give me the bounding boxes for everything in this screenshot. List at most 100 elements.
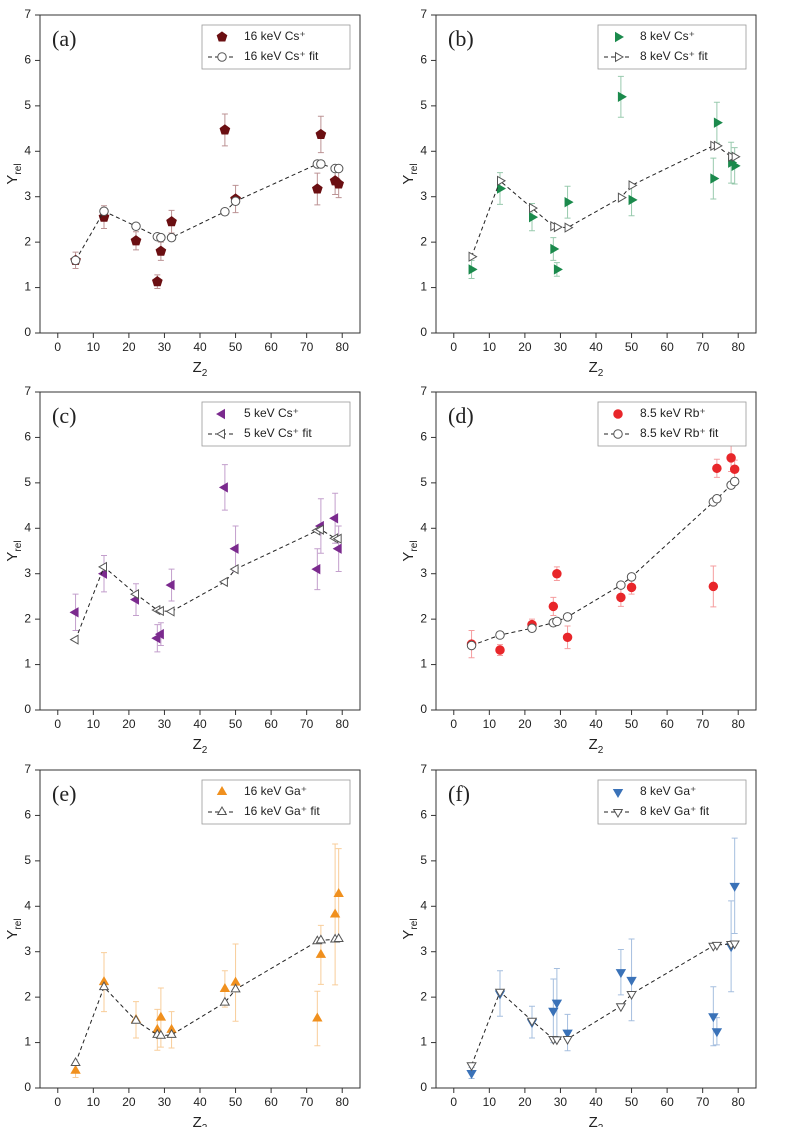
data-point — [548, 601, 559, 612]
y-axis-label: Yrel — [4, 163, 24, 184]
fit-point — [615, 1003, 627, 1013]
x-tick-label: 70 — [300, 1095, 314, 1109]
y-tick-label: 3 — [24, 944, 31, 958]
x-tick-label: 0 — [450, 340, 457, 354]
data-point — [713, 117, 723, 128]
data-point — [219, 124, 231, 135]
data-point — [711, 1028, 723, 1038]
y-tick-label: 6 — [24, 430, 31, 444]
fit-point — [229, 563, 239, 575]
x-axis-label: Z2 — [193, 359, 208, 379]
fit-point — [130, 1014, 142, 1024]
fit-point — [731, 151, 741, 162]
x-tick-label: 10 — [87, 1095, 101, 1109]
legend-label: 16 keV Ga⁺ — [244, 784, 307, 798]
data-point — [333, 888, 344, 898]
x-tick-label: 80 — [732, 340, 746, 354]
y-tick-label: 0 — [420, 1080, 427, 1094]
x-tick-label: 40 — [589, 340, 603, 354]
y-tick-label: 5 — [24, 98, 31, 112]
x-tick-label: 20 — [518, 340, 532, 354]
y-tick-label: 2 — [24, 234, 31, 248]
y-tick-label: 1 — [420, 280, 427, 294]
y-tick-label: 5 — [24, 475, 31, 489]
panel-label: (c) — [52, 403, 76, 428]
y-tick-label: 5 — [420, 853, 427, 867]
data-point — [726, 453, 736, 463]
fit-point — [333, 163, 344, 174]
x-tick-label: 60 — [660, 340, 674, 354]
fit-point — [99, 206, 109, 217]
x-tick-label: 60 — [264, 1095, 278, 1109]
data-point — [315, 948, 327, 958]
legend-box — [201, 24, 351, 70]
fit-point — [70, 255, 81, 266]
x-tick-label: 30 — [554, 717, 568, 731]
data-point — [311, 563, 321, 575]
y-axis-label: Yrel — [400, 918, 420, 939]
data-point — [712, 463, 722, 474]
fit-point — [155, 1029, 167, 1039]
x-tick-label: 80 — [336, 1095, 350, 1109]
legend-box — [201, 401, 351, 447]
x-tick-label: 10 — [87, 717, 101, 731]
y-tick-label: 3 — [24, 189, 31, 203]
fit-point — [552, 616, 562, 627]
x-tick-label: 30 — [158, 717, 172, 731]
y-tick-label: 3 — [420, 566, 427, 580]
x-tick-label: 0 — [54, 340, 61, 354]
y-axis-label-main: Y — [400, 552, 417, 562]
legend-label: 8 keV Cs⁺ fit — [640, 49, 708, 63]
y-axis-label-sub: rel — [13, 163, 24, 174]
data-point — [626, 976, 637, 986]
fit-point — [729, 940, 740, 950]
data-point — [155, 1011, 167, 1021]
fit-point — [466, 1062, 477, 1072]
y-tick-label: 5 — [420, 98, 427, 112]
y-tick-label: 4 — [24, 520, 31, 534]
data-point — [130, 235, 142, 246]
legend-marker — [215, 428, 225, 440]
fit-line — [75, 938, 339, 1064]
x-axis-label-sub: 2 — [598, 368, 604, 379]
fit-point — [219, 996, 231, 1006]
x-axis-label-sub: 2 — [202, 745, 208, 756]
data-point — [552, 568, 562, 579]
x-tick-label: 80 — [336, 717, 350, 731]
data-point — [628, 194, 638, 206]
y-tick-label: 7 — [420, 762, 427, 776]
y-axis-label: Yrel — [4, 540, 24, 561]
data-point — [562, 632, 573, 643]
y-tick-label: 2 — [24, 989, 31, 1003]
fit-point — [131, 221, 141, 231]
fit-point — [466, 640, 477, 651]
fit-point — [616, 580, 626, 590]
fit-point — [551, 1036, 563, 1046]
data-point — [616, 592, 626, 603]
data-point — [166, 216, 177, 227]
fit-point — [527, 623, 537, 633]
y-tick-label: 1 — [24, 657, 31, 671]
fit-point — [98, 981, 110, 991]
data-point — [332, 543, 342, 554]
x-axis-label-sub: 2 — [598, 745, 604, 756]
legend-marker — [215, 408, 225, 420]
x-tick-label: 70 — [300, 340, 314, 354]
data-point — [710, 173, 720, 184]
panel-label: (f) — [448, 781, 470, 806]
fit-point — [468, 251, 478, 262]
fit-point — [617, 192, 627, 203]
fit-line — [471, 943, 735, 1066]
x-tick-label: 60 — [660, 1095, 674, 1109]
y-tick-label: 0 — [24, 702, 31, 716]
data-point — [548, 1007, 559, 1017]
fit-point — [166, 1028, 177, 1038]
x-axis-label-sub: 2 — [202, 1123, 208, 1127]
legend-label: 16 keV Cs⁺ fit — [244, 49, 319, 63]
y-tick-label: 5 — [420, 475, 427, 489]
data-point — [529, 211, 539, 223]
data-point — [69, 607, 79, 618]
fit-point — [713, 140, 723, 152]
data-point — [550, 243, 560, 255]
